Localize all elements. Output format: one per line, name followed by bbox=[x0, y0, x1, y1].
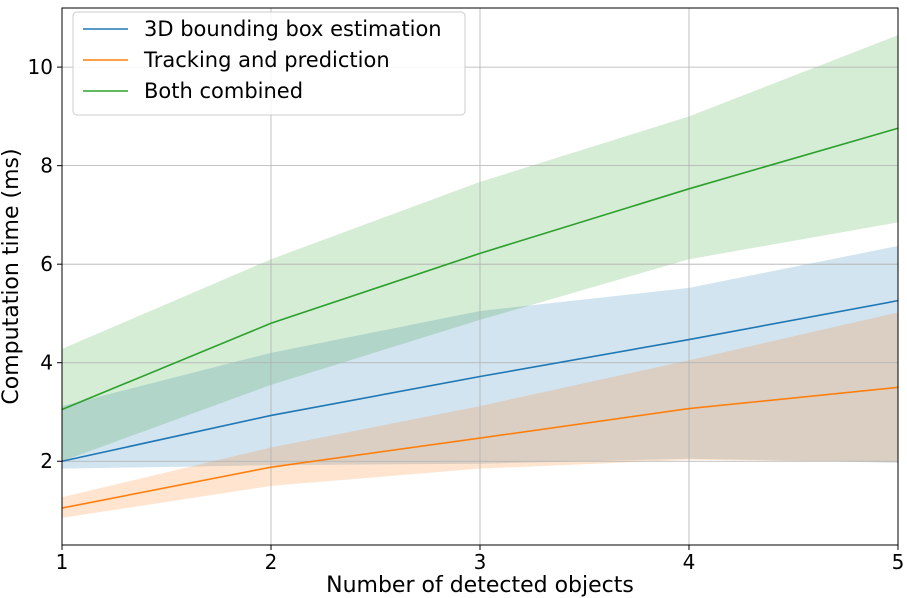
x-axis-ticks: 1 2 3 4 5 bbox=[56, 545, 905, 574]
x-tick-label: 4 bbox=[683, 550, 696, 574]
series-lines bbox=[61, 127, 899, 509]
y-tick-label: 10 bbox=[28, 55, 53, 79]
y-tick-label: 2 bbox=[40, 449, 53, 473]
series-line-tracking-and-prediction bbox=[61, 386, 899, 509]
series-line-both-combined bbox=[61, 127, 899, 411]
legend-label-3d-bounding-box-estimation: 3D bounding box estimation bbox=[144, 17, 442, 41]
y-tick-label: 4 bbox=[40, 351, 53, 375]
x-tick-label: 5 bbox=[892, 550, 905, 574]
y-axis-label: Computation time (ms) bbox=[0, 148, 24, 404]
legend-label-tracking-and-prediction: Tracking and prediction bbox=[143, 48, 390, 72]
legend-box bbox=[72, 11, 466, 116]
legend-label-both-combined: Both combined bbox=[144, 79, 303, 103]
series-line-3d-bounding-box-estimation bbox=[61, 299, 899, 463]
x-tick-label: 2 bbox=[265, 550, 278, 574]
x-tick-label: 3 bbox=[474, 550, 487, 574]
legend: 3D bounding box estimation Tracking and p… bbox=[72, 11, 466, 116]
x-tick-label: 1 bbox=[56, 550, 69, 574]
x-axis-label: Number of detected objects bbox=[326, 573, 634, 598]
y-tick-label: 6 bbox=[40, 252, 53, 276]
y-axis-ticks: 2 4 6 8 10 bbox=[28, 55, 62, 473]
y-tick-label: 8 bbox=[40, 154, 53, 178]
